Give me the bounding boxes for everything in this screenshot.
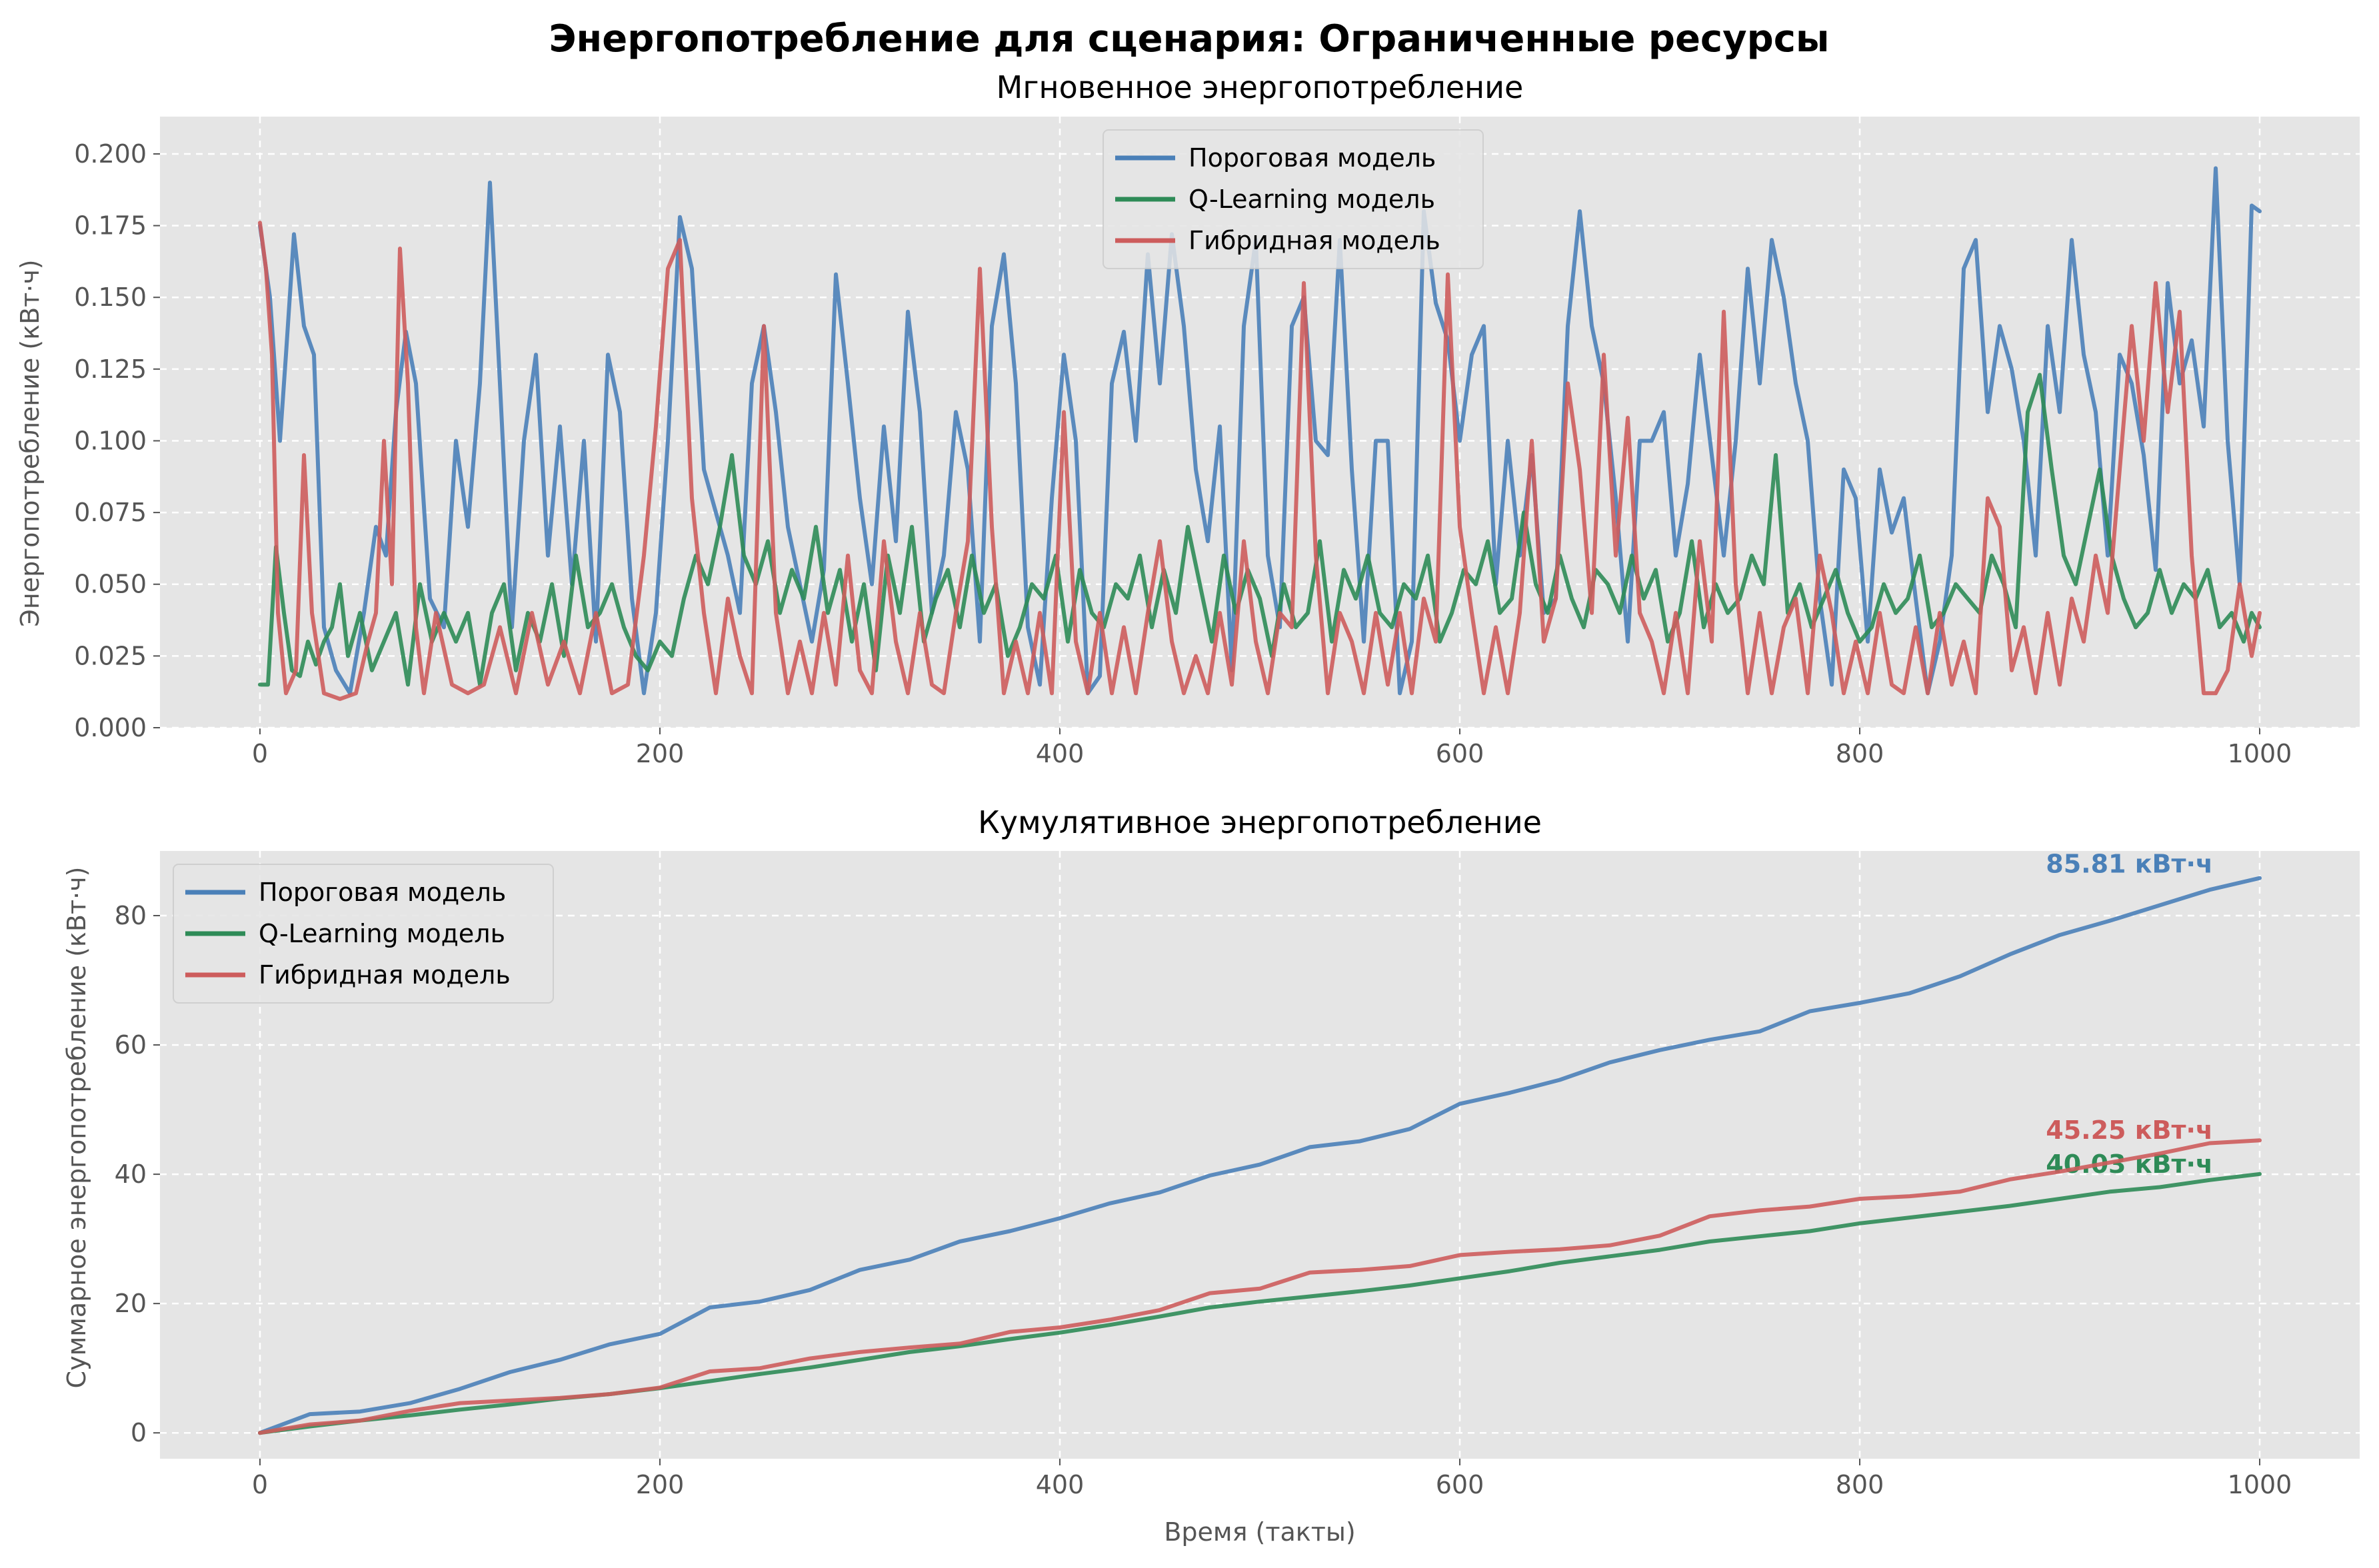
- y-tick-label: 80: [115, 901, 147, 930]
- panel-2-ylabel: Суммарное энергопотребление (кВт·ч): [62, 867, 91, 1389]
- series-line-hybrid: [258, 1138, 2262, 1435]
- y-tick-label: 0: [131, 1418, 147, 1447]
- figure-title: Энергопотребление для сценария: Ограниче…: [549, 17, 1829, 61]
- legend-entry: Q-Learning модель: [1189, 185, 1435, 214]
- y-tick-label: 40: [115, 1160, 147, 1189]
- series-line-qlearning: [258, 373, 2262, 687]
- series-line-threshold: [258, 876, 2262, 1435]
- x-tick-label: 800: [1836, 739, 1884, 768]
- series-line-hybrid: [258, 221, 2262, 701]
- legend-entry: Q-Learning модель: [259, 919, 505, 948]
- panel-2-xlabel: Время (такты): [1164, 1517, 1355, 1547]
- y-tick-label: 0.200: [74, 139, 147, 169]
- legend-entry: Гибридная модель: [259, 960, 511, 990]
- legend: Пороговая модель Q-Learning модель Гибридн…: [1103, 129, 1484, 269]
- x-tick-label: 1000: [2228, 1470, 2292, 1499]
- x-tick-label: 800: [1836, 1470, 1884, 1499]
- y-tick-label: 0.000: [74, 713, 147, 742]
- x-tick-label: 0: [252, 739, 268, 768]
- legend-entry: Пороговая модель: [259, 878, 506, 907]
- panel-cumulative: 0 200 400 600 800 1000 0 20 40 60 80 85.81 кВт·ч 40.…: [115, 850, 2360, 1499]
- legend-entry: Пороговая модель: [1189, 143, 1436, 173]
- end-value-label: 45.25 кВт·ч: [2046, 1116, 2213, 1145]
- panel-1-ylabel: Энергопотребление (кВт·ч): [15, 259, 45, 626]
- y-tick-label: 60: [115, 1030, 147, 1060]
- y-tick-label: 0.075: [74, 498, 147, 527]
- legend-box: [1103, 129, 1484, 269]
- y-tick-label: 0.100: [74, 426, 147, 455]
- panel-1-title: Мгновенное энергопотребление: [997, 69, 1524, 105]
- y-tick-label: 0.125: [74, 355, 147, 384]
- y-tick-label: 0.050: [74, 570, 147, 599]
- y-tick-label: 0.175: [74, 211, 147, 241]
- panel-instantaneous: 0 200 400 600 800 1000 0.000 0.025 0.050 0.075 0.1…: [74, 117, 2360, 768]
- x-tick-label: 400: [1036, 1470, 1085, 1499]
- y-tick-label: 0.025: [74, 641, 147, 670]
- x-tick-label: 400: [1036, 739, 1085, 768]
- x-tick-label: 600: [1436, 1470, 1484, 1499]
- y-tick-label: 0.150: [74, 283, 147, 312]
- x-tick-label: 1000: [2228, 739, 2292, 768]
- y-tick-label: 20: [115, 1289, 147, 1318]
- x-tick-label: 600: [1436, 739, 1484, 768]
- end-value-label: 40.03 кВт·ч: [2046, 1150, 2213, 1179]
- x-tick-label: 200: [636, 739, 685, 768]
- legend-box: [173, 864, 554, 1004]
- legend-entry: Гибридная модель: [1189, 226, 1440, 255]
- x-tick-label: 0: [252, 1470, 268, 1499]
- x-tick-label: 200: [636, 1470, 685, 1499]
- legend: Пороговая модель Q-Learning модель Гибридн…: [173, 864, 554, 1004]
- end-value-label: 85.81 кВт·ч: [2046, 850, 2213, 879]
- panel-2-title: Кумулятивное энергопотребление: [978, 804, 1542, 840]
